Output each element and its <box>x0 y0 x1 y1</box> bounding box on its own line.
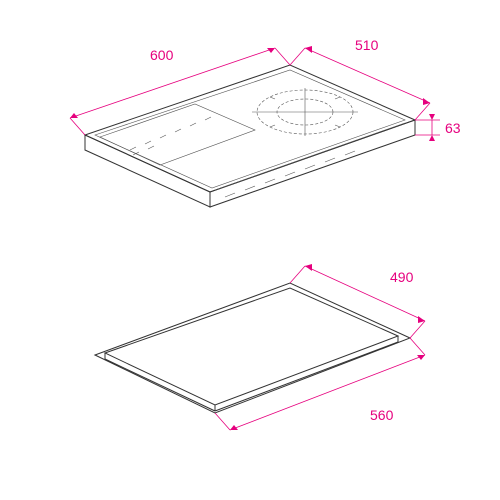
cooktop-inner-rim <box>95 70 405 188</box>
cutout-outer <box>95 283 410 413</box>
dim-560: 560 <box>370 407 394 423</box>
dim-510: 510 <box>355 37 379 53</box>
dim-63: 63 <box>445 120 461 136</box>
control-zone <box>100 104 255 165</box>
dim-490: 490 <box>390 269 414 285</box>
cooktop-front-left <box>85 135 210 207</box>
control-marks <box>130 117 211 155</box>
cutout-inner <box>105 288 398 405</box>
cooktop-front-right <box>210 120 415 207</box>
dim-600: 600 <box>150 47 174 63</box>
burner-ring <box>252 88 358 136</box>
